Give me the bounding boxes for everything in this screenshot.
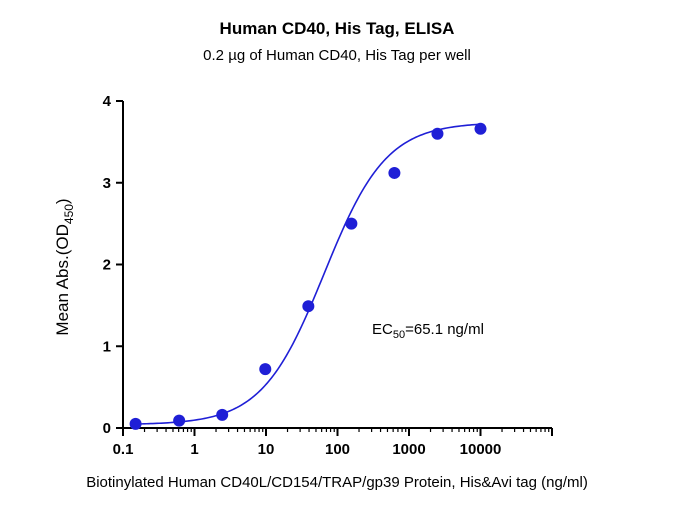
y-tick-label: 2	[103, 257, 111, 274]
y-tick-label: 0	[103, 420, 111, 437]
chart-title: Human CD40, His Tag, ELISA	[220, 19, 455, 38]
data-point	[474, 122, 487, 135]
x-tick-label: 10000	[460, 441, 502, 458]
y-axis-label: Mean Abs.(OD450)	[53, 198, 76, 335]
data-point	[216, 408, 229, 421]
data-points	[129, 122, 487, 430]
fit-curve	[135, 123, 481, 425]
y-tick-label: 1	[103, 338, 111, 355]
y-axis-label-sub: 450	[62, 204, 76, 224]
ec50-annotation-suffix: =65.1 ng/ml	[405, 321, 484, 338]
x-axis-label: Biotinylated Human CD40L/CD154/TRAP/gp39…	[86, 474, 588, 491]
x-ticks: 0.1 1 10 100 1000 10000	[113, 428, 553, 458]
data-point	[173, 414, 186, 427]
y-tick-label: 3	[103, 175, 111, 192]
data-point	[259, 363, 272, 376]
data-point	[302, 300, 315, 313]
axes	[122, 101, 552, 429]
data-point	[345, 217, 358, 230]
data-point	[129, 417, 142, 430]
y-axis-label-prefix: Mean Abs.(OD	[53, 224, 72, 336]
x-tick-label: 0.1	[113, 441, 134, 458]
x-tick-label: 10	[258, 441, 275, 458]
x-tick-label: 100	[325, 441, 350, 458]
data-point	[388, 166, 401, 179]
ec50-annotation-prefix: EC	[372, 321, 393, 338]
data-point	[431, 127, 444, 140]
y-axis-label-suffix: )	[53, 198, 72, 204]
y-ticks: 0 1 2 3 4	[103, 93, 123, 437]
ec50-annotation-sub: 50	[393, 329, 405, 341]
y-tick-label: 4	[103, 93, 112, 110]
chart-subtitle: 0.2 µg of Human CD40, His Tag per well	[203, 47, 471, 64]
x-tick-label: 1	[190, 441, 198, 458]
ec50-annotation: EC50=65.1 ng/ml	[372, 321, 484, 341]
x-tick-label: 1000	[392, 441, 425, 458]
